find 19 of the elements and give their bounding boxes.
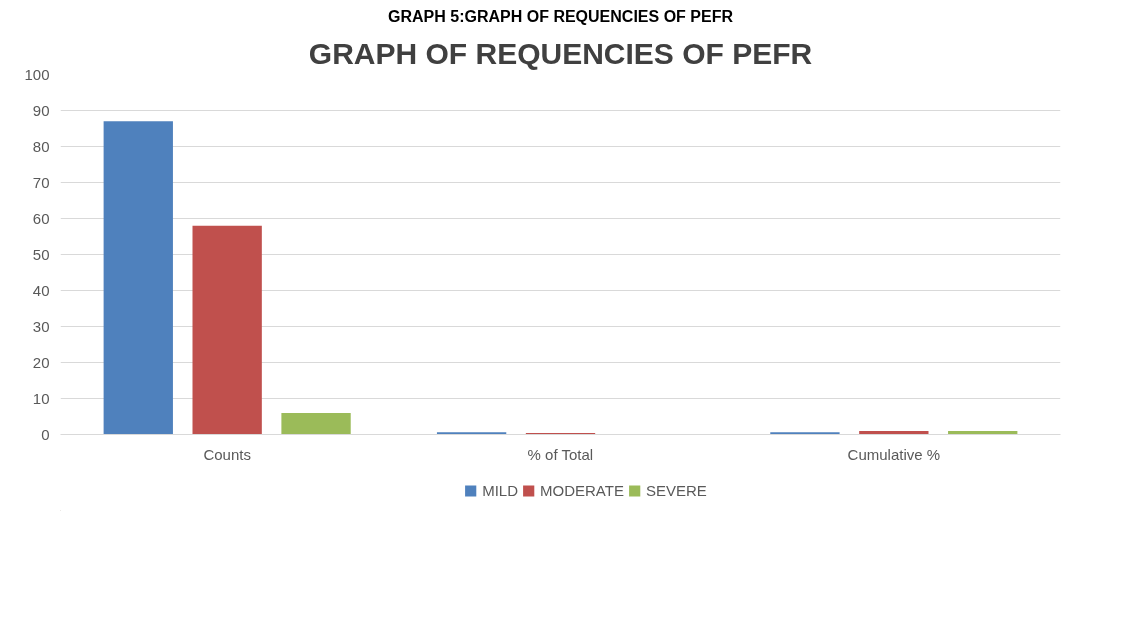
y-tick-label: 40 bbox=[32, 281, 50, 299]
y-tick-label: 20 bbox=[32, 353, 50, 371]
y-tick-label: 80 bbox=[32, 137, 50, 155]
y-tick-label: 70 bbox=[32, 173, 50, 191]
x-tick-label: Counts bbox=[203, 445, 251, 463]
y-tick-label: 0 bbox=[41, 425, 50, 443]
caption: GRAPH 5:GRAPH OF REQUENCIES OF PEFR bbox=[388, 7, 734, 25]
chart-title: GRAPH OF REQUENCIES OF PEFR bbox=[308, 36, 813, 70]
y-tick-label: 50 bbox=[32, 245, 50, 263]
x-tick-label: Cumulative % bbox=[847, 445, 941, 463]
legend-label: MODERATE bbox=[540, 481, 624, 499]
y-tick-label: 90 bbox=[32, 101, 50, 119]
y-tick-label: 60 bbox=[32, 209, 50, 227]
legend-label: MILD bbox=[482, 481, 519, 499]
legend-label: SEVERE bbox=[645, 481, 707, 499]
y-tick-label: 10 bbox=[32, 389, 50, 407]
x-tick-label: % of Total bbox=[527, 445, 594, 463]
y-tick-label: 100 bbox=[24, 65, 50, 83]
y-tick-label: 30 bbox=[32, 317, 50, 335]
